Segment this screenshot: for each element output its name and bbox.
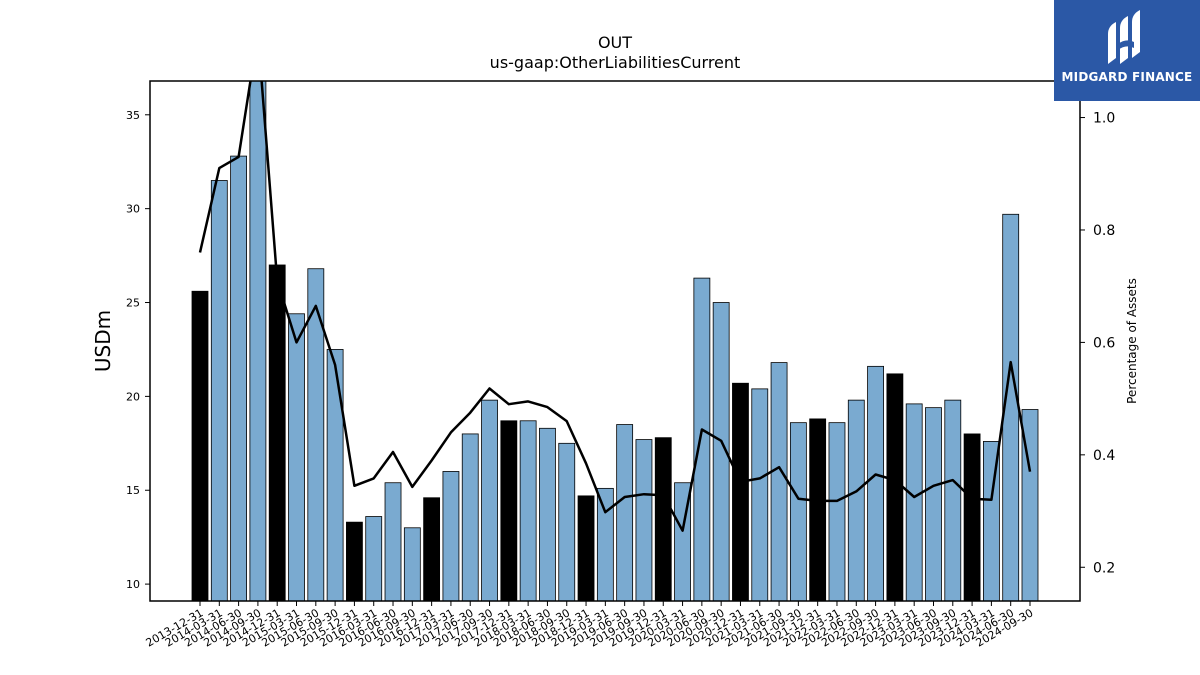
bar — [210, 180, 228, 601]
bar — [654, 437, 672, 601]
y2-axis-label: Percentage of Assets — [1125, 278, 1139, 404]
bar — [365, 516, 383, 601]
bar — [693, 277, 711, 601]
bar — [770, 362, 788, 601]
bar — [789, 422, 807, 601]
bar — [249, 81, 267, 601]
bar — [944, 399, 962, 601]
bar — [423, 497, 441, 601]
axes: 1015202530350.20.40.60.81.02013-12-31201… — [126, 80, 1115, 650]
line-series — [198, 81, 1032, 532]
logo-wordmark: MIDGARD FINANCE — [1061, 70, 1193, 84]
bar — [982, 441, 1000, 601]
bar — [384, 482, 402, 601]
y2-tick-label: 0.4 — [1093, 448, 1115, 464]
bar — [500, 420, 518, 601]
bar — [925, 407, 942, 601]
bar — [732, 382, 749, 601]
y-axis-label: USDm — [91, 310, 115, 372]
bar — [828, 422, 846, 601]
bar — [230, 155, 248, 601]
chart-subtitle: us-gaap:OtherLiabilitiesCurrent — [490, 53, 741, 72]
chart-title: OUT — [598, 33, 632, 52]
bar — [326, 349, 344, 601]
bar-series — [191, 81, 1039, 601]
bar — [442, 471, 460, 601]
bar — [288, 313, 305, 601]
bar — [191, 290, 209, 601]
bar — [268, 264, 286, 601]
plot-frame — [149, 80, 1081, 602]
bar — [1021, 409, 1039, 601]
bar — [461, 433, 479, 601]
y-tick-label: 15 — [126, 484, 140, 497]
y-tick-label: 30 — [126, 203, 140, 216]
bar — [809, 418, 827, 601]
bar — [596, 487, 614, 601]
bar — [847, 399, 865, 601]
bar — [539, 427, 556, 601]
bar — [886, 373, 904, 601]
y-tick-label: 10 — [126, 578, 140, 591]
midgard-logo-icon — [1108, 10, 1140, 64]
bar — [403, 527, 421, 601]
y2-tick-label: 1.0 — [1093, 111, 1115, 127]
bar — [346, 521, 363, 601]
y-tick-label: 35 — [126, 109, 140, 122]
bar — [577, 495, 595, 601]
midgard-finance-logo: MIDGARD FINANCE — [1054, 0, 1200, 101]
bar — [616, 424, 634, 601]
bar — [558, 442, 576, 601]
bar — [963, 433, 981, 601]
y-tick-label: 25 — [126, 297, 140, 310]
y-tick-label: 20 — [126, 390, 140, 403]
bar — [712, 302, 730, 601]
y2-tick-label: 0.2 — [1093, 560, 1115, 576]
bar — [519, 420, 537, 601]
y2-tick-label: 0.8 — [1093, 223, 1115, 239]
percentage-line — [198, 81, 1032, 532]
bar — [481, 399, 498, 601]
bar — [751, 388, 769, 601]
bar — [905, 403, 923, 601]
bar — [867, 365, 884, 601]
bar — [635, 439, 653, 601]
y2-tick-label: 0.6 — [1093, 335, 1115, 351]
